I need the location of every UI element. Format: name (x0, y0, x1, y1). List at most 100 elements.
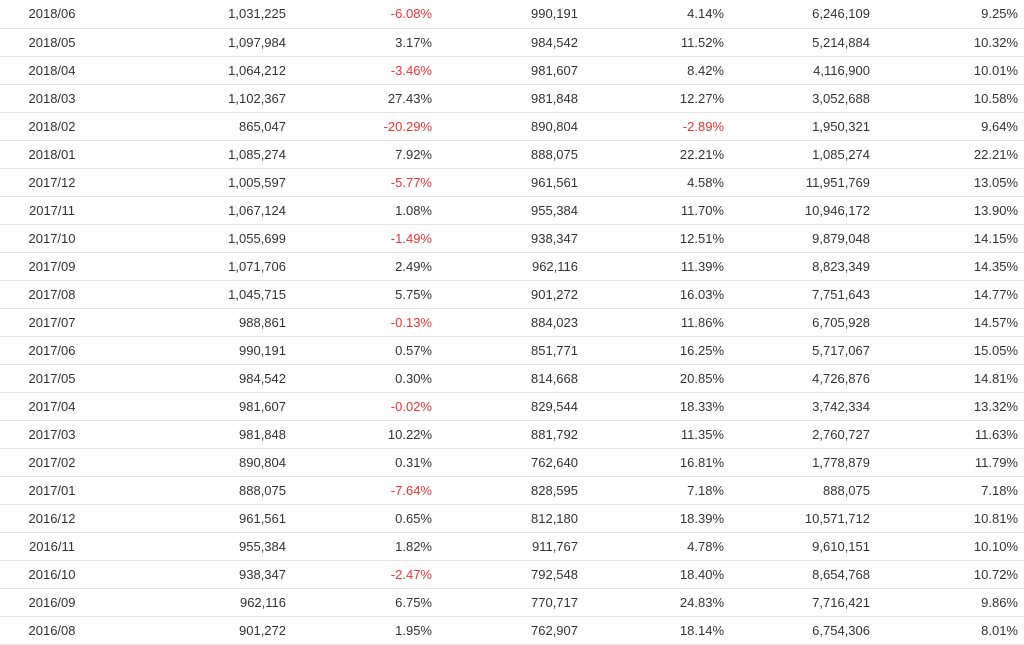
month-cell: 2016/10 (0, 560, 140, 589)
change-cell: 11.70% (582, 196, 728, 225)
value-cell: 981,607 (140, 392, 290, 421)
value-cell: 984,542 (140, 364, 290, 393)
change-cell: 16.81% (582, 448, 728, 477)
value-cell: 865,047 (140, 112, 290, 141)
cumulative-cell: 5,214,884 (728, 28, 874, 57)
table-row: 2018/03 1,102,367 27.43% 981,848 12.27% 3,052… (0, 84, 1024, 113)
month-cell: 2017/02 (0, 448, 140, 477)
change-cell: 4.78% (582, 532, 728, 561)
value-cell: 1,067,124 (140, 196, 290, 225)
month-cell: 2016/08 (0, 616, 140, 645)
change-cell: 27.43% (290, 84, 436, 113)
change-cell: 18.39% (582, 504, 728, 533)
cumulative-change-cell: 14.15% (874, 224, 1024, 253)
cumulative-cell: 3,052,688 (728, 84, 874, 113)
month-cell: 2017/10 (0, 224, 140, 253)
change-cell: 3.17% (290, 28, 436, 57)
cumulative-change-cell: 9.25% (874, 0, 1024, 29)
month-cell: 2018/03 (0, 84, 140, 113)
change-cell: 6.75% (290, 588, 436, 617)
value-cell: 812,180 (436, 504, 582, 533)
cumulative-change-cell: 9.86% (874, 588, 1024, 617)
change-cell: 18.33% (582, 392, 728, 421)
value-cell: 961,561 (140, 504, 290, 533)
change-cell: 8.42% (582, 56, 728, 85)
cumulative-change-cell: 14.35% (874, 252, 1024, 281)
table-row: 2016/10 938,347 -2.47% 792,548 18.40% 8,654,7… (0, 560, 1024, 589)
value-cell: 938,347 (140, 560, 290, 589)
value-cell: 890,804 (436, 112, 582, 141)
month-cell: 2017/08 (0, 280, 140, 309)
change-cell: 11.35% (582, 420, 728, 449)
table-row: 2017/06 990,191 0.57% 851,771 16.25% 5,717,06… (0, 336, 1024, 365)
change-cell: 24.83% (582, 588, 728, 617)
table-row: 2016/08 901,272 1.95% 762,907 18.14% 6,754,30… (0, 616, 1024, 645)
cumulative-change-cell: 13.90% (874, 196, 1024, 225)
table-row: 2018/02 865,047 -20.29% 890,804 -2.89% 1,950,… (0, 112, 1024, 141)
cumulative-change-cell: 22.21% (874, 140, 1024, 169)
cumulative-cell: 6,705,928 (728, 308, 874, 337)
cumulative-change-cell: 13.05% (874, 168, 1024, 197)
cumulative-change-cell: 13.32% (874, 392, 1024, 421)
month-cell: 2017/01 (0, 476, 140, 505)
value-cell: 1,102,367 (140, 84, 290, 113)
table-row: 2017/12 1,005,597 -5.77% 961,561 4.58% 11,951… (0, 168, 1024, 197)
value-cell: 962,116 (140, 588, 290, 617)
change-cell: 1.95% (290, 616, 436, 645)
cumulative-change-cell: 7.18% (874, 476, 1024, 505)
value-cell: 955,384 (140, 532, 290, 561)
value-cell: 829,544 (436, 392, 582, 421)
change-cell: 11.52% (582, 28, 728, 57)
value-cell: 901,272 (436, 280, 582, 309)
cumulative-cell: 4,726,876 (728, 364, 874, 393)
cumulative-cell: 3,742,334 (728, 392, 874, 421)
table-row: 2017/11 1,067,124 1.08% 955,384 11.70% 10,946… (0, 196, 1024, 225)
change-cell: 0.30% (290, 364, 436, 393)
change-cell: 11.39% (582, 252, 728, 281)
change-cell: 11.86% (582, 308, 728, 337)
table-row: 2017/02 890,804 0.31% 762,640 16.81% 1,778,87… (0, 448, 1024, 477)
value-cell: 1,045,715 (140, 280, 290, 309)
month-cell: 2018/02 (0, 112, 140, 141)
value-cell: 981,848 (140, 420, 290, 449)
cumulative-cell: 1,085,274 (728, 140, 874, 169)
cumulative-change-cell: 11.79% (874, 448, 1024, 477)
value-cell: 881,792 (436, 420, 582, 449)
value-cell: 990,191 (436, 0, 582, 29)
table-row: 2018/06 1,031,225 -6.08% 990,191 4.14% 6,246,… (0, 0, 1024, 29)
month-cell: 2018/05 (0, 28, 140, 57)
change-cell: 0.57% (290, 336, 436, 365)
value-cell: 851,771 (436, 336, 582, 365)
value-cell: 984,542 (436, 28, 582, 57)
month-cell: 2016/11 (0, 532, 140, 561)
change-cell: -0.02% (290, 392, 436, 421)
value-cell: 988,861 (140, 308, 290, 337)
change-cell: 7.92% (290, 140, 436, 169)
cumulative-cell: 888,075 (728, 476, 874, 505)
value-cell: 938,347 (436, 224, 582, 253)
cumulative-cell: 7,716,421 (728, 588, 874, 617)
change-cell: 18.40% (582, 560, 728, 589)
change-cell: -6.08% (290, 0, 436, 29)
month-cell: 2018/04 (0, 56, 140, 85)
cumulative-cell: 1,950,321 (728, 112, 874, 141)
change-cell: -0.13% (290, 308, 436, 337)
cumulative-cell: 6,246,109 (728, 0, 874, 29)
value-cell: 888,075 (140, 476, 290, 505)
cumulative-cell: 1,778,879 (728, 448, 874, 477)
cumulative-change-cell: 14.81% (874, 364, 1024, 393)
change-cell: -5.77% (290, 168, 436, 197)
value-cell: 981,607 (436, 56, 582, 85)
change-cell: 18.14% (582, 616, 728, 645)
value-cell: 1,085,274 (140, 140, 290, 169)
table-row: 2017/05 984,542 0.30% 814,668 20.85% 4,726,87… (0, 364, 1024, 393)
change-cell: 1.82% (290, 532, 436, 561)
change-cell: -1.49% (290, 224, 436, 253)
cumulative-change-cell: 10.01% (874, 56, 1024, 85)
value-cell: 884,023 (436, 308, 582, 337)
cumulative-cell: 4,116,900 (728, 56, 874, 85)
change-cell: -2.89% (582, 112, 728, 141)
month-cell: 2017/11 (0, 196, 140, 225)
table-row: 2017/08 1,045,715 5.75% 901,272 16.03% 7,751,… (0, 280, 1024, 309)
